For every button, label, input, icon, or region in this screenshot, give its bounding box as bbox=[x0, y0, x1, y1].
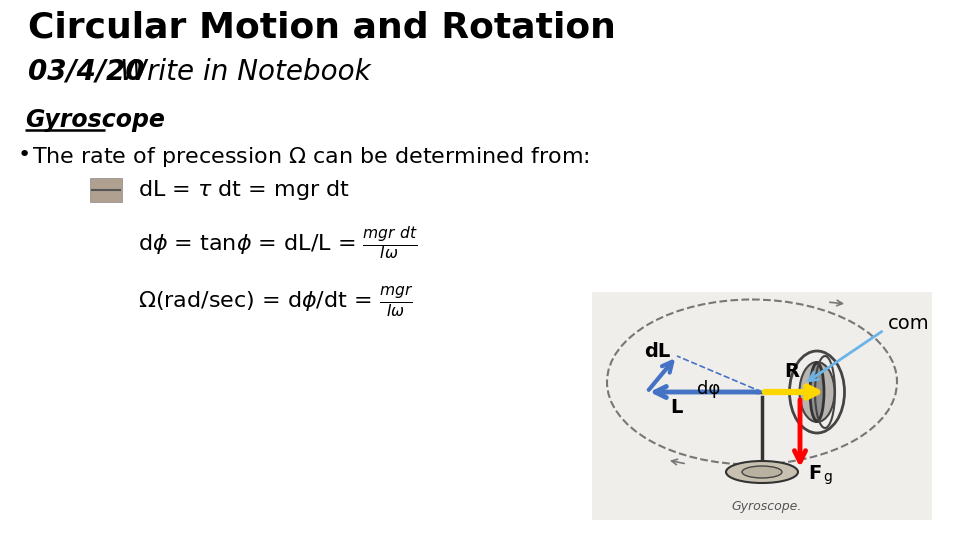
Text: com: com bbox=[888, 314, 929, 333]
Ellipse shape bbox=[810, 363, 824, 421]
Text: dL: dL bbox=[644, 342, 670, 361]
Text: L: L bbox=[670, 398, 683, 417]
Text: The rate of precession $\Omega$ can be determined from:: The rate of precession $\Omega$ can be d… bbox=[32, 145, 589, 169]
Ellipse shape bbox=[800, 362, 834, 422]
Ellipse shape bbox=[742, 466, 782, 478]
Bar bbox=[592, 292, 932, 520]
Text: g: g bbox=[823, 470, 832, 484]
Text: R: R bbox=[784, 362, 799, 381]
Text: Write in Notebook: Write in Notebook bbox=[120, 58, 371, 86]
Text: Gyroscope: Gyroscope bbox=[25, 108, 165, 132]
Text: dL = $\tau$ dt = mgr dt: dL = $\tau$ dt = mgr dt bbox=[138, 178, 349, 202]
Text: 03/4/20: 03/4/20 bbox=[28, 58, 145, 86]
Text: dφ: dφ bbox=[697, 380, 720, 398]
Text: $\Omega$(rad/sec) = d$\phi$/dt = $\frac{mgr}{I\omega}$: $\Omega$(rad/sec) = d$\phi$/dt = $\frac{… bbox=[138, 284, 413, 319]
Ellipse shape bbox=[726, 461, 798, 483]
Bar bbox=[90, 178, 122, 202]
Text: •: • bbox=[18, 145, 32, 165]
Text: F: F bbox=[808, 464, 821, 483]
Text: Gyroscope.: Gyroscope. bbox=[732, 500, 803, 513]
Text: d$\phi$ = tan$\phi$ = dL/L = $\frac{mgr\ dt}{I\omega}$: d$\phi$ = tan$\phi$ = dL/L = $\frac{mgr\… bbox=[138, 224, 418, 262]
Text: Circular Motion and Rotation: Circular Motion and Rotation bbox=[28, 10, 616, 44]
